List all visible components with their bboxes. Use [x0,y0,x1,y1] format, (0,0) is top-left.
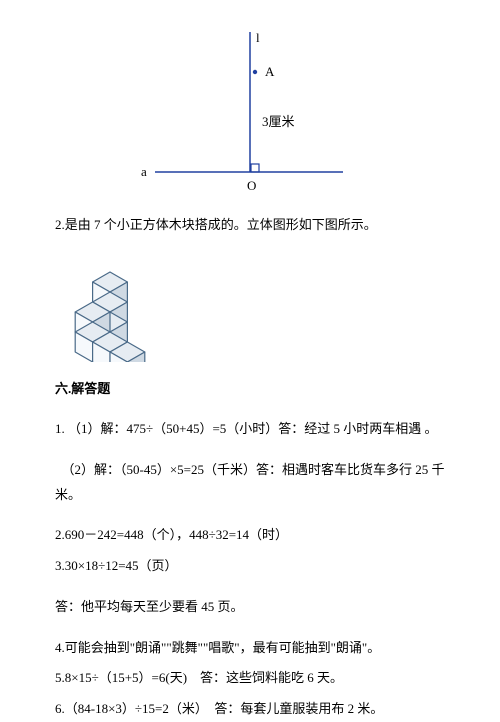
cube-svg [65,262,185,362]
answer-1-2: （2）解：（50-45）×5=25（千米）答：相遇时客车比货车多行 25 千米。 [55,458,445,507]
problem-2-text: 2.是由 7 个小正方体木块搭成的。立体图形如下图所示。 [55,213,445,238]
perpendicular-svg: l A 3厘米 a O [125,30,345,195]
answer-6: 6.（84-18×3）÷15=2（米） 答：每套儿童服装用布 2 米。 [55,697,445,722]
right-angle-mark [251,164,259,172]
label-a-line: a [141,164,147,179]
answer-5: 5.8×15÷（15+5）=6(天) 答：这些饲料能吃 6 天。 [55,666,445,691]
section-6-title: 六.解答题 [55,377,445,402]
label-l: l [256,30,260,45]
answer-1-1: 1. （1）解：475÷（50+45）=5（小时）答：经过 5 小时两车相遇 。 [55,417,445,442]
perpendicular-diagram: l A 3厘米 a O [125,30,345,195]
answer-4: 4.可能会抽到"朗诵""跳舞""唱歌"，最有可能抽到"朗诵"。 [55,636,445,661]
cube-diagram [65,262,185,362]
answer-2: 2.690－242=448（个），448÷32=14（时） [55,523,445,548]
label-a-point: A [265,64,275,79]
answer-3-2: 答：他平均每天至少要看 45 页。 [55,595,445,620]
label-o: O [247,178,256,193]
answer-3-1: 3.30×18÷12=45（页） [55,554,445,579]
point-a [253,70,257,74]
label-length: 3厘米 [262,114,295,129]
